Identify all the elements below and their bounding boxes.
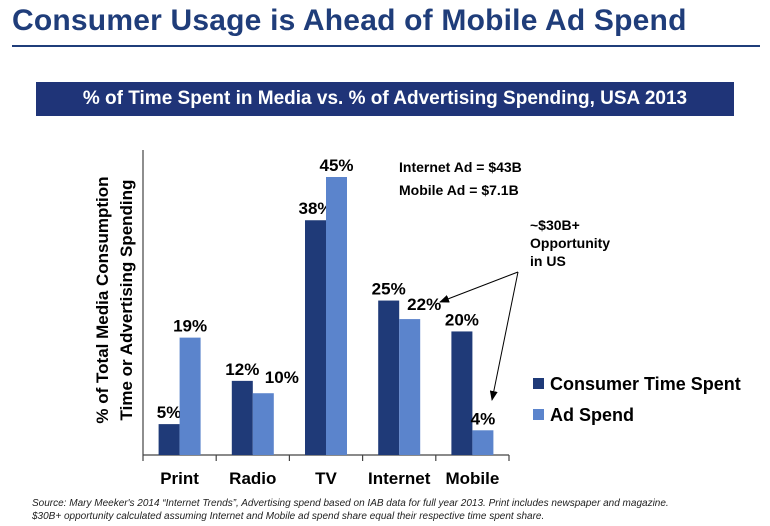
bar-consumer-time-mobile	[451, 331, 473, 455]
data-label-consumer-time-mobile: 20%	[445, 310, 479, 329]
annotation-mobile-ad: Mobile Ad = $7.1B	[399, 182, 519, 198]
bar-ad-spend-tv	[326, 177, 347, 455]
page-title: Consumer Usage is Ahead of Mobile Ad Spe…	[12, 4, 687, 37]
source-note: Source: Mary Meeker's 2014 “Internet Tre…	[32, 497, 762, 523]
x-tick-label-tv: TV	[315, 469, 337, 488]
data-label-consumer-time-internet: 25%	[372, 280, 406, 299]
data-label-ad-spend-print: 19%	[173, 317, 207, 336]
source-line-1: Source: Mary Meeker's 2014 “Internet Tre…	[32, 498, 669, 509]
legend-label-ad-spend: Ad Spend	[550, 405, 634, 425]
bar-ad-spend-internet	[399, 319, 421, 455]
arrow-to-mobile	[489, 271, 519, 401]
bar-consumer-time-internet	[378, 300, 400, 455]
chart-banner: % of Time Spent in Media vs. % of Advert…	[36, 82, 734, 116]
data-label-consumer-time-print: 5%	[157, 403, 182, 422]
data-label-consumer-time-tv: 38%	[298, 199, 332, 218]
data-label-ad-spend-tv: 45%	[319, 156, 353, 175]
legend-swatch-ad-spend	[533, 409, 544, 420]
annotation-opportunity-word: Opportunity	[530, 235, 610, 251]
data-label-ad-spend-mobile: 4%	[471, 409, 496, 428]
bar-consumer-time-tv	[305, 220, 326, 455]
bar-ad-spend-print	[179, 337, 201, 455]
bar-ad-spend-radio	[252, 393, 274, 455]
y-axis-label-line-2: Time or Advertising Spending	[117, 180, 136, 421]
bar-consumer-time-print	[158, 424, 180, 455]
data-label-consumer-time-radio: 12%	[225, 360, 259, 379]
bar-ad-spend-mobile	[472, 430, 494, 455]
arrow-to-internet	[439, 271, 519, 303]
x-tick-label-print: Print	[160, 469, 199, 488]
legend-swatch-consumer-time	[533, 378, 544, 389]
x-tick-label-mobile: Mobile	[445, 469, 499, 488]
annotation-opportunity-place: in US	[530, 253, 566, 269]
bar-consumer-time-radio	[231, 380, 253, 455]
legend-label-consumer-time: Consumer Time Spent	[550, 374, 741, 394]
y-axis-label-line-1: % of Total Media Consumption	[93, 176, 112, 423]
data-label-ad-spend-radio: 10%	[265, 368, 299, 387]
annotation-internet-ad: Internet Ad = $43B	[399, 159, 522, 175]
x-tick-label-internet: Internet	[368, 469, 431, 488]
source-line-2: $30B+ opportunity calculated assuming In…	[32, 511, 545, 522]
data-label-ad-spend-internet: 22%	[407, 295, 441, 314]
x-tick-label-radio: Radio	[229, 469, 276, 488]
title-divider	[12, 45, 760, 47]
annotation-opportunity-amount: ~$30B+	[530, 217, 580, 233]
